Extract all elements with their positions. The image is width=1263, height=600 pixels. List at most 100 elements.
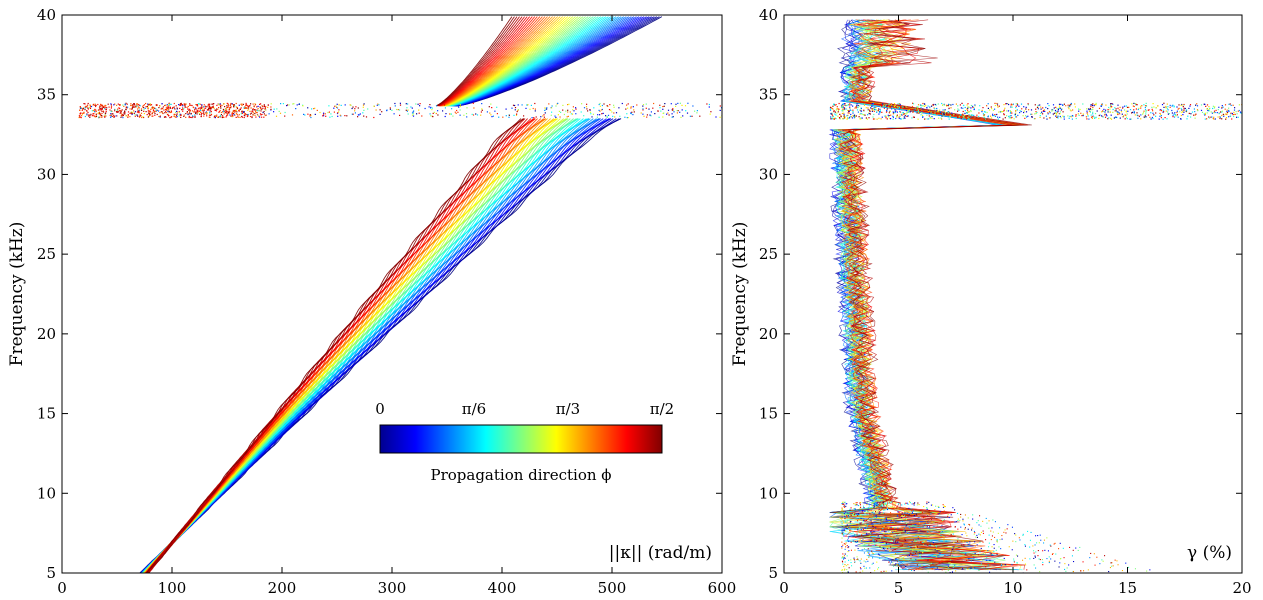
gamma-bandgap-point (927, 118, 929, 120)
bandgap-point (161, 111, 163, 113)
gamma-bandgap-point (1123, 109, 1126, 111)
gamma-bandgap-point (1213, 118, 1215, 120)
gamma-bandgap-point (1115, 116, 1117, 118)
bandgap-point (217, 108, 219, 110)
bandgap-point (789, 104, 790, 105)
bandgap-point (814, 110, 815, 111)
gamma-lowfreq-point (928, 501, 930, 503)
gamma-bandgap-point (1140, 107, 1142, 109)
bandgap-point (826, 104, 827, 105)
gamma-bandgap-point (978, 109, 980, 111)
gamma-lowfreq-point (964, 527, 966, 529)
gamma-lowfreq-point (961, 534, 963, 536)
gamma-lowfreq-point (1037, 535, 1039, 537)
gamma-bandgap-point (912, 116, 915, 118)
bandgap-point (243, 111, 245, 113)
colorbar-gradient (379, 424, 663, 454)
gamma-lowfreq-point (841, 503, 843, 505)
bandgap-point (241, 104, 243, 107)
bandgap-point (764, 116, 765, 117)
gamma-bandgap-point (923, 111, 925, 113)
bandgap-point (583, 107, 586, 109)
gamma-lowfreq-point (855, 502, 857, 504)
gamma-lowfreq-point (894, 508, 896, 510)
bandgap-point (684, 105, 687, 107)
bandgap-point (88, 114, 90, 116)
gamma-lowfreq-point (906, 524, 908, 526)
gamma-bandgap-point (1095, 116, 1097, 118)
bandgap-point (167, 104, 170, 106)
bandgap-point (158, 107, 160, 109)
bandgap-point (633, 111, 635, 113)
gamma-lowfreq-point (911, 569, 913, 571)
bandgap-point (626, 113, 628, 115)
gamma-bandgap-point (1023, 106, 1025, 108)
gamma-bandgap-point (913, 116, 915, 118)
gamma-bandgap-point (1166, 118, 1168, 120)
bandgap-point (219, 110, 221, 112)
bandgap-point (330, 113, 332, 115)
bandgap-point (263, 104, 265, 106)
gamma-lowfreq-point (848, 559, 850, 561)
gamma-lowfreq-point (988, 546, 990, 548)
gamma-bandgap-point (1186, 109, 1188, 111)
bandgap-point (183, 108, 185, 110)
bandgap-point (263, 116, 265, 118)
bandgap-point (527, 104, 529, 106)
bandgap-point (786, 111, 787, 112)
gamma-lowfreq-point (853, 512, 855, 514)
bandgap-point (807, 110, 808, 111)
gamma-lowfreq-point (856, 533, 858, 535)
gamma-lowfreq-point (1003, 564, 1005, 566)
gamma-bandgap-point (1130, 118, 1132, 120)
gamma-lowfreq-point (970, 560, 972, 562)
gamma-bandgap-point (933, 107, 935, 109)
bandgap-point (725, 116, 726, 117)
gamma-lowfreq-point (841, 529, 843, 531)
bandgap-point (89, 115, 91, 117)
bandgap-point (251, 110, 253, 112)
bandgap-point (226, 112, 228, 114)
bandgap-point (679, 102, 681, 104)
bandgap-point (179, 113, 181, 115)
gamma-bandgap-point (1125, 116, 1128, 118)
bandgap-point (229, 114, 231, 116)
gamma-lowfreq-point (888, 532, 890, 534)
gamma-bandgap-point (847, 117, 849, 119)
gamma-lowfreq-point (1058, 548, 1060, 550)
gamma-bandgap-point (1003, 110, 1005, 112)
bandgap-point (567, 109, 569, 111)
gamma-lowfreq-point (943, 510, 945, 512)
bandgap-point (104, 108, 106, 110)
gamma-lowfreq-point (888, 561, 890, 563)
gamma-bandgap-point (1067, 115, 1069, 117)
gamma-bandgap-point (1078, 110, 1080, 112)
gamma-lowfreq-point (872, 562, 874, 564)
gamma-lowfreq-point (1102, 560, 1104, 562)
gamma-lowfreq-point (963, 544, 965, 546)
gamma-bandgap-point (870, 107, 872, 109)
gamma-lowfreq-point (904, 512, 906, 514)
gamma-lowfreq-point (905, 566, 907, 568)
gamma-bandgap-point (887, 116, 889, 118)
bandgap-point (627, 117, 629, 119)
bandgap-point (801, 114, 802, 115)
bandgap-point (181, 104, 183, 106)
gamma-lowfreq-point (1011, 526, 1013, 528)
bandgap-point (218, 111, 221, 113)
bandgap-point (428, 106, 430, 108)
bandgap-point (675, 103, 677, 105)
bandgap-point (209, 103, 211, 105)
bandgap-point (670, 103, 672, 105)
bandgap-point (222, 115, 224, 117)
bandgap-point (120, 114, 122, 116)
gamma-bandgap-point (1135, 108, 1137, 110)
gamma-lowfreq-point (975, 556, 977, 558)
bandgap-point (220, 111, 222, 114)
gamma-lowfreq-point (1114, 559, 1116, 561)
bandgap-point (94, 110, 96, 113)
gamma-lowfreq-point (992, 531, 994, 533)
colorbar-tick-1: π/6 (462, 400, 486, 418)
bandgap-point (352, 106, 354, 108)
